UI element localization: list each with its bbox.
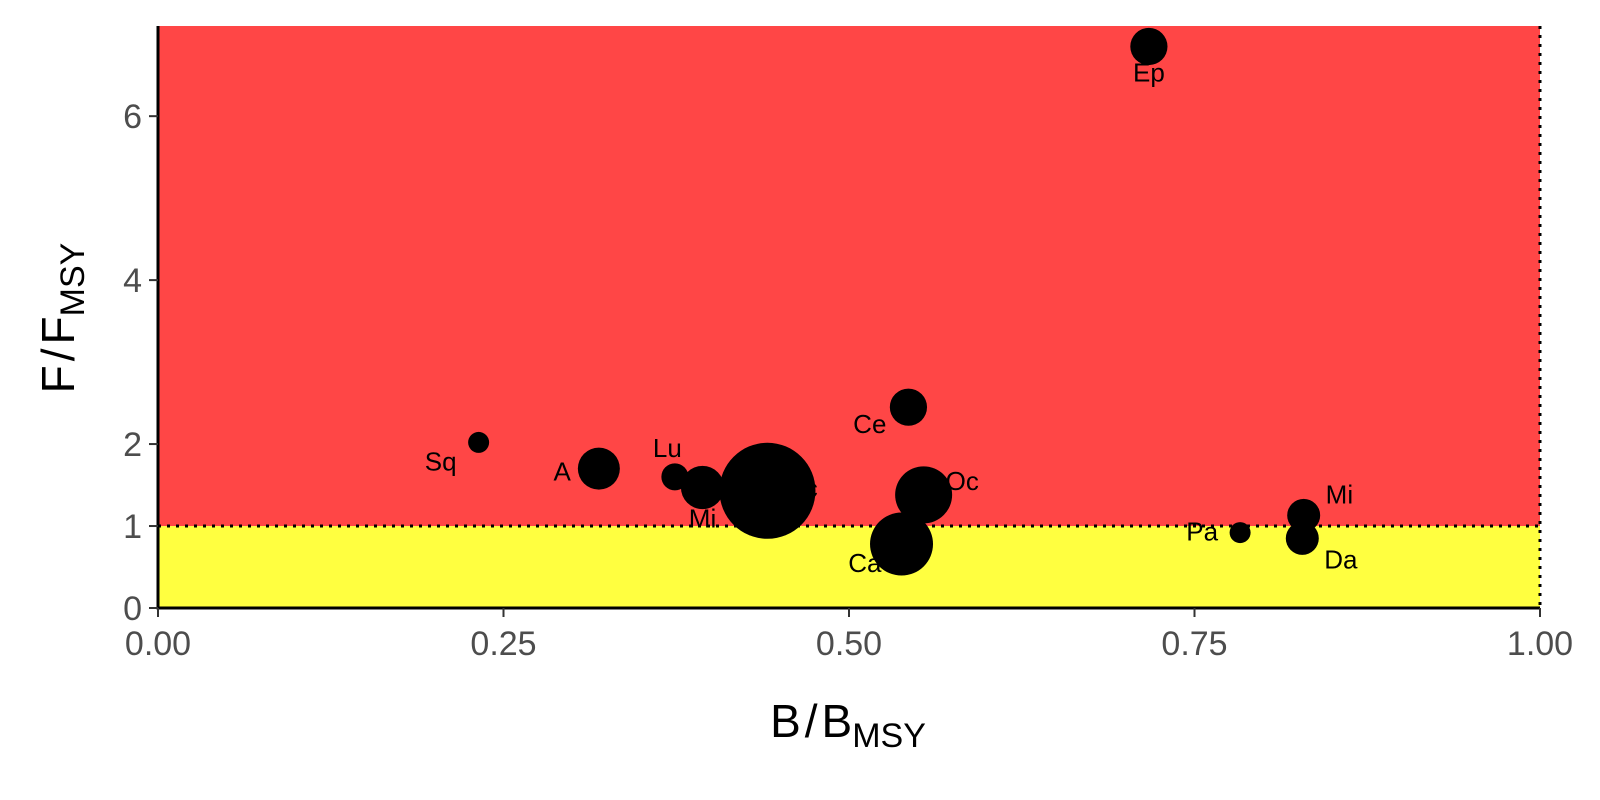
y-axis-title-main: F <box>32 365 84 393</box>
x-axis-title-main-2: B <box>822 695 853 747</box>
y-axis-title-sub: MSY <box>54 243 92 317</box>
y-tick-label-3: 4 <box>123 262 142 300</box>
x-axis-title: B/BMSY <box>770 695 926 755</box>
x-axis-title-sub: MSY <box>852 717 926 755</box>
x-ticks: 0.00 0.25 0.50 0.75 1.00 <box>125 608 1573 663</box>
y-tick-label-1: 1 <box>123 508 142 546</box>
point-label-8: Ca <box>848 548 882 578</box>
x-tick-label-0: 0.00 <box>125 625 191 663</box>
point-label-1: Sq <box>425 446 457 476</box>
y-tick-label-2: 2 <box>123 426 142 464</box>
y-axis-title-slash: / <box>32 348 84 361</box>
region-band-1 <box>158 26 1540 527</box>
point-label-5: Ec <box>787 473 817 503</box>
point-labels-layer: Ep Sq A Lu Mi Ec Ce Oc Ca Pa Mi Da <box>425 57 1358 578</box>
point-da-11 <box>1285 521 1319 555</box>
point-a-2 <box>577 447 620 490</box>
point-ec-5 <box>719 442 816 539</box>
point-label-2: A <box>554 457 572 487</box>
point-label-9: Pa <box>1186 517 1218 547</box>
y-axis-title-main-2: F <box>32 316 84 344</box>
y-axis-title: F/FMSY <box>32 243 92 394</box>
x-axis-title-main: B <box>770 695 801 747</box>
point-oc-7 <box>895 466 953 524</box>
point-sq-1 <box>468 431 490 453</box>
point-ca-8 <box>870 512 934 576</box>
points-layer <box>468 27 1321 576</box>
plot-regions <box>158 26 1540 608</box>
point-label-6: Ce <box>853 409 886 439</box>
x-tick-label-1: 0.25 <box>470 625 536 663</box>
point-mi-4 <box>680 465 725 510</box>
x-axis-title-slash: / <box>805 695 818 747</box>
point-ce-6 <box>889 388 928 426</box>
reference-lines <box>158 26 1542 608</box>
y-tick-label-4: 6 <box>123 98 142 136</box>
y-tick-label-0: 0 <box>123 590 142 628</box>
point-ep-0 <box>1130 27 1168 66</box>
point-label-7: Oc <box>946 466 979 496</box>
point-label-0: Ep <box>1133 57 1165 87</box>
x-tick-label-2: 0.50 <box>816 625 882 663</box>
point-label-3: Lu <box>653 433 682 463</box>
point-label-4: Mi <box>689 504 716 534</box>
point-label-10: Mi <box>1326 479 1353 509</box>
y-ticks: 0 1 2 4 6 <box>123 98 158 628</box>
x-tick-label-3: 0.75 <box>1161 625 1227 663</box>
point-pa-9 <box>1229 522 1251 544</box>
point-label-11: Da <box>1324 544 1358 574</box>
x-tick-label-4: 1.00 <box>1507 625 1573 663</box>
